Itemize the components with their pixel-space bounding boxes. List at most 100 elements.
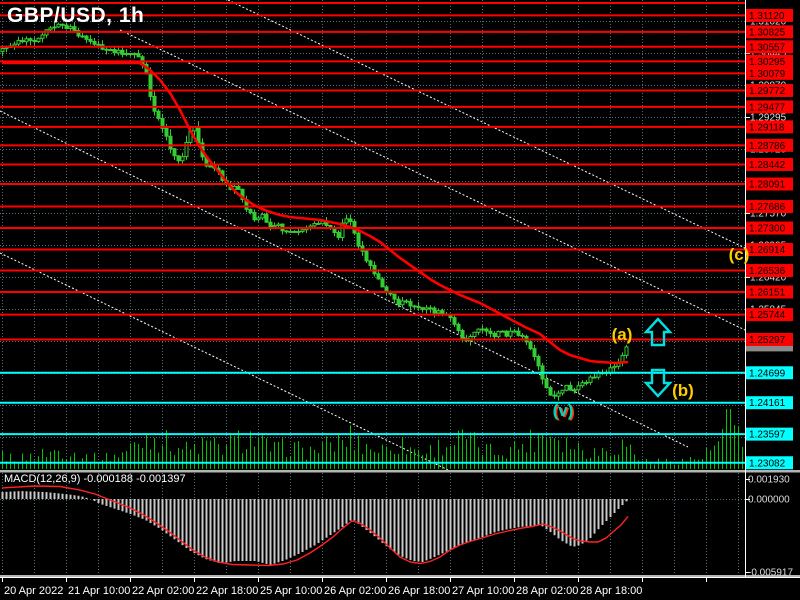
candle-body [0,48,5,53]
candle-body [260,213,265,219]
candle-body [32,39,37,43]
candle-body [180,156,185,162]
price-level-tag-text: 1.23597 [749,430,786,441]
candle-body [12,43,17,47]
price-level-tag-text: 1.24161 [749,398,786,409]
wave-label[interactable]: (v) [553,401,574,420]
candle-body [432,307,437,314]
candle-body [24,38,29,43]
candle-body [440,310,445,315]
candle-body [404,300,409,303]
candle-body [436,310,441,314]
candle-body [596,372,601,378]
price-tick-label: 1.27570 [750,209,787,220]
price-level-tag-text: 1.28091 [749,180,786,191]
candle-body [184,141,189,158]
candle-body [612,365,617,369]
candle-body [492,332,497,338]
trendline[interactable] [0,110,689,448]
panel-divider-bottom[interactable] [0,575,800,577]
price-level-tag [746,243,793,257]
grid-lines [0,0,745,575]
candle-body [264,213,269,223]
price-level-tag-text: 1.25744 [749,310,786,321]
candle-body [156,110,161,119]
candle-body [96,43,101,46]
candle-body [56,23,61,28]
candle-body [284,230,289,233]
price-axis[interactable]: 1.310201.304451.298701.292951.287201.281… [745,8,793,579]
price-level-tag-text: 1.28442 [749,160,786,171]
candle-body [516,330,521,336]
time-tick-label: 26 Apr 18:00 [388,585,450,597]
chart-title: GBP/USD, 1h [7,4,145,27]
candlesticks [0,22,629,401]
horizontal-levels[interactable] [0,2,745,464]
wave-label[interactable]: (a) [612,325,633,344]
candle-body [476,328,481,333]
price-level-tag [746,100,793,114]
price-tick-label: 1.26420 [750,273,787,284]
candle-body [356,232,361,247]
time-tick-label: 28 Apr 18:00 [580,585,642,597]
candle-body [104,48,109,51]
price-tick-label: 1.31020 [750,17,787,28]
price-level-tag-text: 1.25297 [749,335,786,346]
candle-body [248,208,253,214]
price-level-tag-text: 1.23082 [749,458,786,469]
price-level-tag-text: 1.30557 [749,42,786,53]
panel-divider-top[interactable] [0,470,800,473]
time-axis[interactable]: 20 Apr 2022 21 Apr 10:00 22 Apr 02:00 22 Ap… [2,577,707,597]
wave-label[interactable]: (c) [729,245,750,264]
trendline[interactable] [227,0,745,249]
candle-body [392,293,397,300]
candle-body [240,188,245,201]
price-level-tag [746,120,793,134]
signal-arrows[interactable] [643,317,673,398]
price-level-tag [746,66,793,80]
price-level-tag-text: 1.30079 [749,69,786,80]
price-level-tag [746,396,793,410]
candle-body [348,218,353,223]
candle-body [396,298,401,306]
price-level-tag-text: 1.28786 [749,141,786,152]
down-arrow-icon[interactable] [643,368,673,398]
candle-body [584,381,589,384]
price-level-tag [746,40,793,54]
up-arrow-icon[interactable] [643,317,673,347]
candle-body [116,49,121,54]
candle-body [292,230,297,233]
candle-body [572,389,577,392]
trendline[interactable] [119,29,745,331]
wave-label-shadow: (v) [554,402,575,421]
candle-body [296,230,301,233]
channel-trendlines[interactable] [0,0,745,470]
wave-annotations[interactable]: (a)(b)(c)(v)(v) [553,245,750,421]
candle-body [480,328,485,331]
candle-body [420,307,425,310]
candle-body [164,127,169,137]
candle-body [28,38,33,41]
candle-body [64,24,69,30]
time-tick-label: 20 Apr 2022 [4,585,63,597]
candle-body [136,53,141,58]
price-level-tag-text: 1.29477 [749,102,786,113]
candle-body [124,53,129,56]
wave-label[interactable]: (b) [672,381,694,400]
trendline[interactable] [0,252,449,470]
candle-body [168,135,173,150]
candle-body [400,300,405,306]
candle-body [528,341,533,350]
price-level-tag-text: 1.26151 [749,287,786,298]
price-level-tag [746,308,793,322]
time-tick-label: 25 Apr 10:00 [260,585,322,597]
candle-body [336,232,341,238]
candle-body [340,222,345,238]
ma-line[interactable] [2,61,629,365]
candle-body [472,331,477,337]
price-level-tag [746,456,793,470]
candle-body [76,30,81,37]
candle-body [40,34,45,39]
